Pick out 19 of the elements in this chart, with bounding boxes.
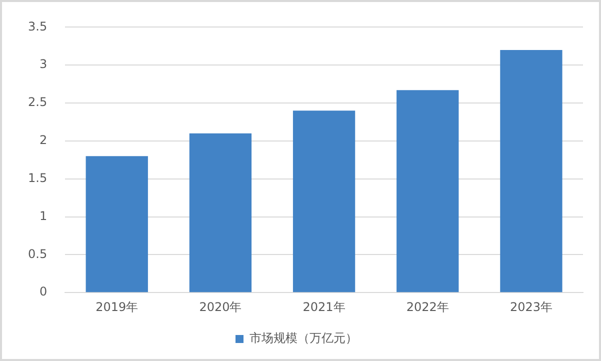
x-tick-label: 2022年 xyxy=(406,300,449,314)
bar xyxy=(189,133,252,292)
bar xyxy=(86,156,148,292)
y-tick-label: 2 xyxy=(39,133,48,148)
x-tick-label: 2023年 xyxy=(510,300,552,314)
y-tick-label: 3 xyxy=(39,57,48,72)
x-tick-label: 2020年 xyxy=(199,300,242,314)
y-tick-label: 1.5 xyxy=(28,170,48,185)
x-tick-label: 2019年 xyxy=(96,300,138,314)
x-tick-label: 2021年 xyxy=(302,300,346,314)
legend-label: 市场规模（万亿元） xyxy=(250,331,358,346)
bar xyxy=(396,90,459,292)
y-tick-label: 0.5 xyxy=(28,246,48,261)
bar xyxy=(292,110,356,292)
y-tick-label: 3.5 xyxy=(28,19,48,34)
y-tick-label: 2.5 xyxy=(28,95,48,110)
bar xyxy=(500,50,562,292)
y-tick-label: 0 xyxy=(39,284,48,299)
y-tick-label: 1 xyxy=(39,208,48,223)
